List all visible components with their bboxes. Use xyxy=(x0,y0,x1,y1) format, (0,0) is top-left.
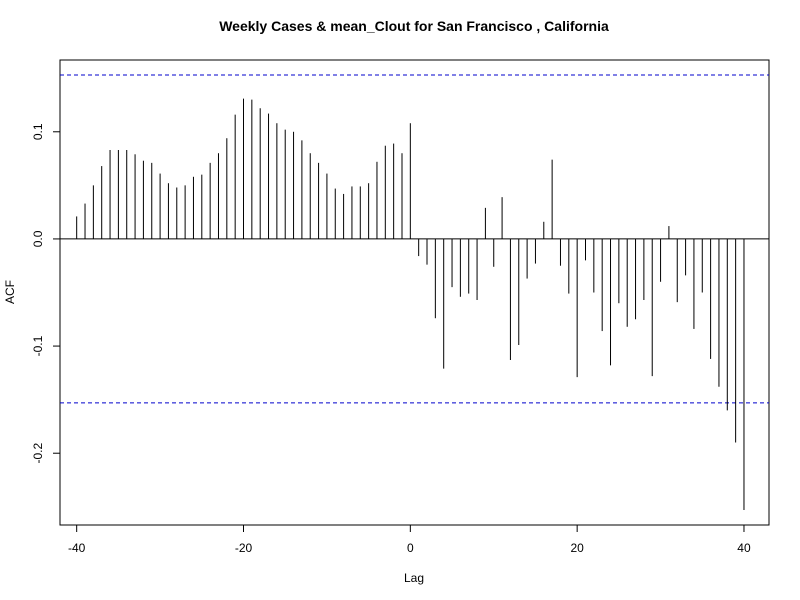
y-tick-label: -0.1 xyxy=(31,335,45,356)
x-tick-label: 0 xyxy=(407,541,414,555)
y-axis-label: ACF xyxy=(3,280,17,304)
x-axis: -40 -20 0 20 40 xyxy=(68,525,751,555)
x-tick-label: 20 xyxy=(570,541,584,555)
x-tick-label: 40 xyxy=(737,541,751,555)
plot-frame xyxy=(59,59,770,526)
x-axis-label: Lag xyxy=(404,571,424,585)
x-tick-label: -20 xyxy=(235,541,253,555)
acf-bars xyxy=(76,98,745,510)
chart-title: Weekly Cases & mean_Clout for San Franci… xyxy=(219,18,609,34)
y-tick-label: 0.0 xyxy=(31,230,45,247)
confidence-lines xyxy=(60,74,769,404)
x-tick-label: -40 xyxy=(68,541,86,555)
y-axis: -0.2 -0.1 0.0 0.1 xyxy=(31,123,60,464)
y-tick-label: 0.1 xyxy=(31,123,45,140)
y-tick-label: -0.2 xyxy=(31,443,45,464)
